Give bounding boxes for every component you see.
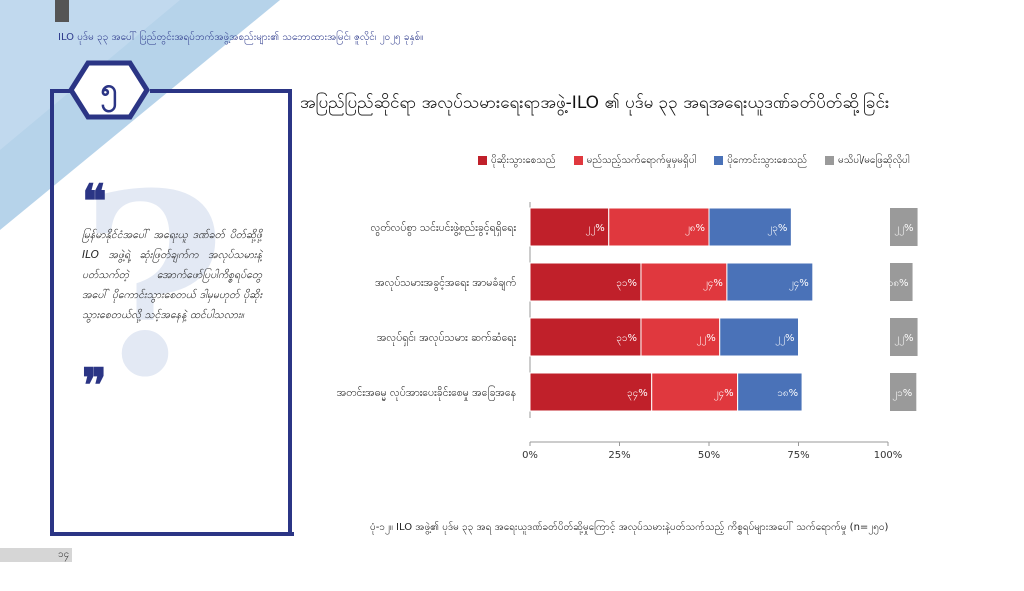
- bar-segment: [529, 372, 653, 412]
- header-accent-bar: [55, 0, 69, 22]
- bar-value-label-unknown: ၂၂%: [894, 223, 913, 236]
- quote-frame: [50, 92, 294, 536]
- bar-value-label: ၂၄%: [703, 278, 723, 291]
- quote-frame-top-left: [50, 89, 70, 93]
- legend-label-no-effect: မည်သည့်သက်ရောက်မှုမှမရှိပါ: [586, 155, 697, 166]
- category-label: အလုပ်သမားအခွင့်အရေး အာမခံချက်: [375, 276, 516, 291]
- section-number: ၅: [100, 72, 118, 107]
- x-tick-label: 50%: [698, 450, 720, 461]
- bar-segment-unknown: [890, 373, 917, 411]
- bar-segment: [651, 372, 739, 412]
- legend-item-no-effect: မည်သည့်သက်ရောက်မှုမှမရှိပါ: [573, 153, 697, 168]
- bar-value-label: ၂၂%: [696, 333, 715, 346]
- category-label: အလုပ်ရှင်၊ အလုပ်သမား ဆက်ဆံရေး: [377, 331, 517, 346]
- quote-frame-right: [288, 92, 292, 536]
- legend-label-unknown: မသိပါ/မဖြေဆိုလိုပါ: [838, 155, 910, 166]
- bar-value-label: ၂၃%: [767, 223, 787, 236]
- category-label: လွတ်လပ်စွာ သင်းပင်းဖွဲ့စည်းခွင့်ရရှိရေး: [371, 221, 517, 236]
- x-tick-label: 0%: [522, 450, 538, 461]
- x-tick-label: 100%: [874, 450, 903, 461]
- bar-segment-unknown: [890, 318, 918, 356]
- bar-segment: [608, 207, 710, 247]
- quote-open-icon: ❝: [82, 174, 107, 228]
- bar-segment: [529, 207, 610, 247]
- bar-segment: [529, 262, 642, 302]
- page-number: ၁၄: [58, 549, 70, 560]
- bar-segment: [708, 207, 792, 247]
- x-tick-label: 75%: [787, 450, 809, 461]
- bar-segment: [529, 317, 642, 357]
- bar-segment: [640, 317, 721, 357]
- legend-item-better: ပိုကောင်းသွားစေသည်: [714, 153, 807, 168]
- chart-title: အပြည်ပြည်ဆိုင်ရာ အလုပ်သမားရေးရာအဖွဲ့-ILO…: [300, 93, 890, 113]
- page-number-bar: [0, 548, 72, 562]
- bar-value-label: ၂၄%: [789, 278, 809, 291]
- bar-segment-unknown: [890, 263, 913, 301]
- legend-item-worse: ပိုဆိုးသွားစေသည်: [478, 153, 556, 168]
- bar-value-label-unknown: ၂၁%: [892, 388, 912, 401]
- legend-label-worse: ပိုဆိုးသွားစေသည်: [491, 155, 556, 166]
- bar-segment-unknown: [890, 208, 918, 246]
- bar-value-label: ၂၂%: [585, 223, 604, 236]
- bar-segment: [726, 262, 814, 302]
- chart-legend: ပိုဆိုးသွားစေသည် မည်သည့်သက်ရောက်မှုမှမရှ…: [478, 153, 909, 168]
- bar-value-label-unknown: ၁၈%: [888, 278, 909, 289]
- legend-label-better: ပိုကောင်းသွားစေသည်: [727, 155, 808, 166]
- section-hexagon-icon: [68, 60, 150, 120]
- bar-segment: [719, 317, 799, 357]
- bar-value-label: ၃၄%: [627, 388, 648, 401]
- x-tick-label: 25%: [608, 450, 630, 461]
- legend-swatch-better: [714, 156, 724, 165]
- legend-item-unknown: မသိပါ/မဖြေဆိုလိုပါ: [825, 153, 909, 168]
- question-mark-watermark-icon: ?: [80, 138, 227, 432]
- running-header: ILO ပုဒ်မ ၃၃ အပေါ် ပြည်တွင်းအရပ်ဘက်အဖွဲ့…: [58, 32, 424, 43]
- bar-value-label: ၃၁%: [616, 333, 637, 346]
- figure-caption: ပုံ-၁၂။ ILO အဖွဲ့၏ ပုဒ်မ ၃၃ အရ အရေးယူဒဏ်…: [370, 522, 889, 533]
- bar-segment: [640, 262, 728, 302]
- bar-value-label: ၁၈%: [777, 388, 798, 399]
- legend-swatch-no-effect: [573, 156, 583, 165]
- legend-swatch-worse: [478, 156, 487, 165]
- bar-value-label: ၂၈%: [685, 223, 705, 236]
- bar-segment: [737, 372, 803, 412]
- quote-frame-top-right: [150, 89, 292, 93]
- legend-swatch-unknown: [825, 156, 835, 165]
- bar-value-label: ၂၂%: [775, 333, 794, 346]
- quote-text: မြန်မာနိုင်ငံအပေါ် အရေးယူ ဒဏ်ခတ် ပိတ်ဆို…: [82, 229, 262, 321]
- quote-close-icon: ❞: [82, 358, 107, 412]
- bar-value-label: ၃၁%: [616, 278, 637, 291]
- bar-value-label-unknown: ၂၂%: [894, 333, 913, 346]
- bar-value-label: ၂၄%: [714, 388, 734, 401]
- category-label: အတင်းအဓမ္မ လုပ်အားပေးခိုင်းစေမှု အခြေအနေ: [337, 385, 516, 401]
